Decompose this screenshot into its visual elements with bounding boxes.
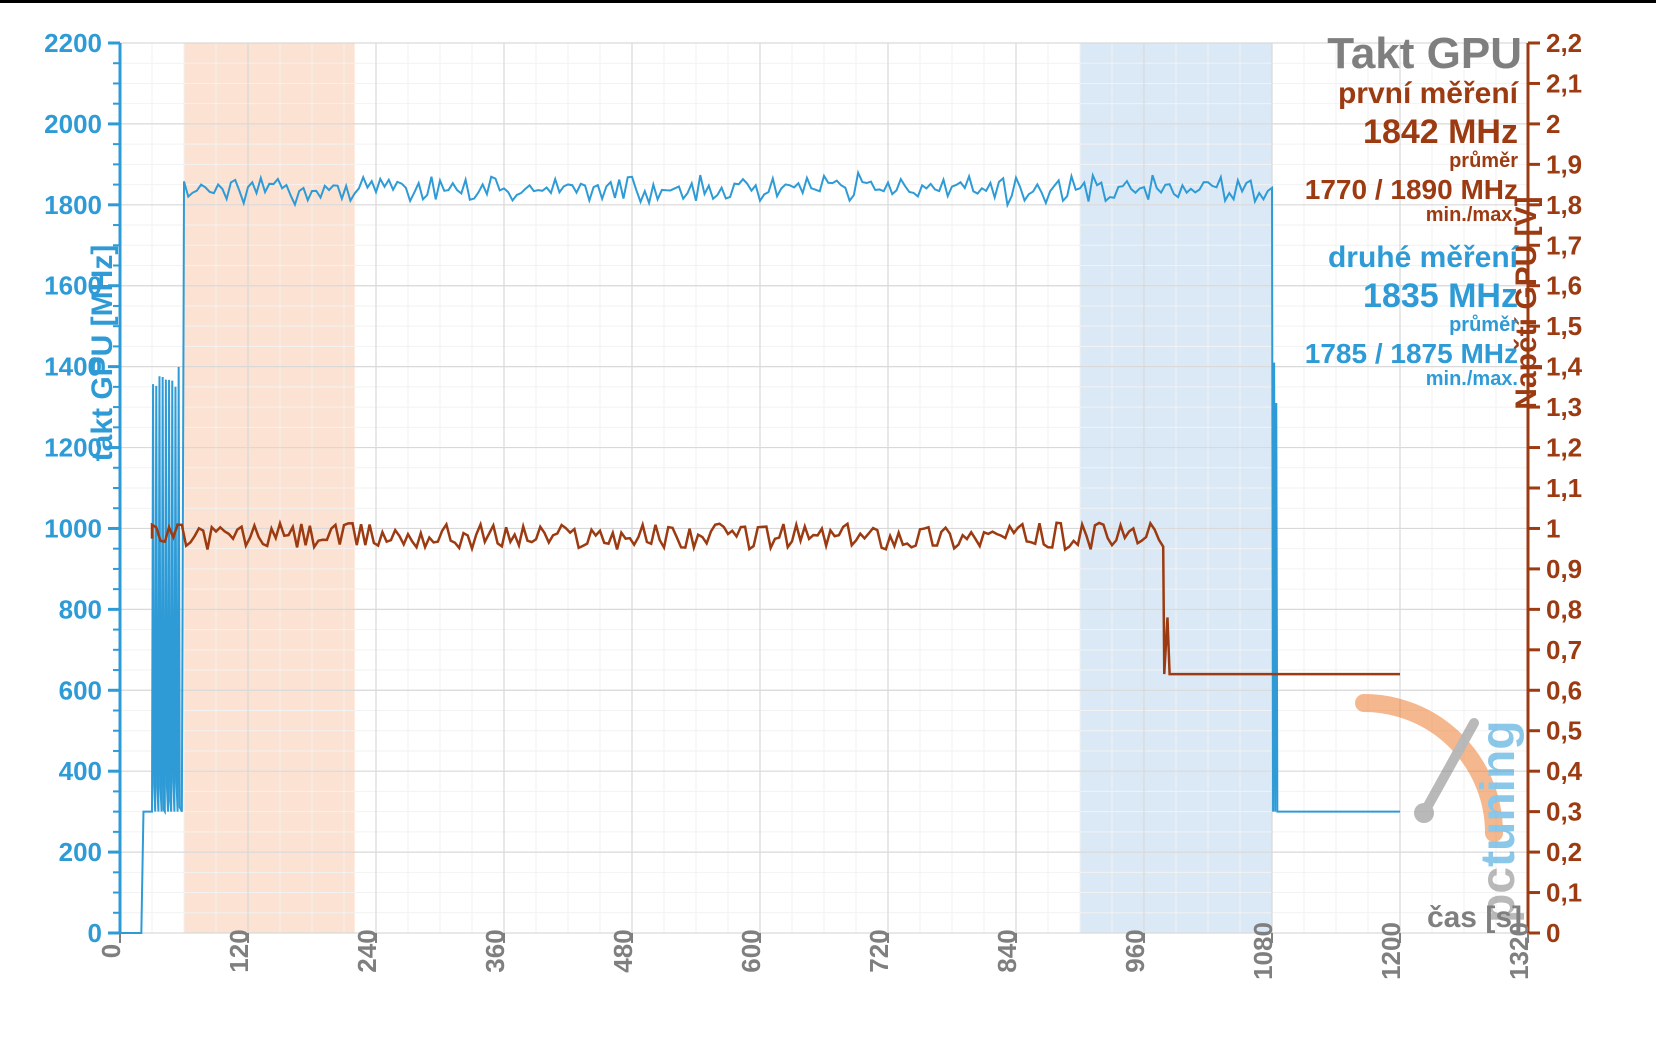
y-left-tick-label: 400 — [59, 756, 102, 786]
x-tick-label: 120 — [224, 929, 254, 972]
y-right-tick-label: 1,5 — [1546, 311, 1582, 341]
legend-second-minmax: 1785 / 1875 MHz — [1305, 338, 1518, 369]
x-tick-label: 480 — [608, 929, 638, 972]
y-right-tick-label: 0,4 — [1546, 756, 1583, 786]
y-right-tick-label: 0 — [1546, 918, 1560, 948]
y-right-tick-label: 1,9 — [1546, 149, 1582, 179]
legend-second-avg: 1835 MHz — [1363, 277, 1518, 315]
legend-second-avg-sub: průměr — [1449, 314, 1518, 336]
y-right-tick-label: 2,1 — [1546, 68, 1582, 98]
x-tick-label: 960 — [1120, 929, 1150, 972]
y-left-tick-label: 0 — [88, 918, 102, 948]
y-left-tick-label: 2000 — [44, 109, 102, 139]
x-tick-label: 0 — [96, 944, 126, 958]
y-left-tick-label: 600 — [59, 675, 102, 705]
gpu-clock-chart: pctuning02004006008001000120014001600180… — [0, 0, 1656, 1047]
y-right-tick-label: 1,6 — [1546, 271, 1582, 301]
y-right-tick-label: 0,7 — [1546, 635, 1582, 665]
y-left-tick-label: 200 — [59, 837, 102, 867]
legend-first-avg-sub: průměr — [1449, 150, 1518, 172]
y-right-tick-label: 1,4 — [1546, 352, 1583, 382]
y-left-tick-label: 1800 — [44, 190, 102, 220]
legend-second-title: druhé měření — [1328, 241, 1520, 274]
y-right-tick-label: 1,1 — [1546, 473, 1582, 503]
x-tick-label: 840 — [992, 929, 1022, 972]
y-left-tick-label: 2200 — [44, 28, 102, 58]
y-right-tick-label: 2 — [1546, 109, 1560, 139]
x-tick-label: 600 — [736, 929, 766, 972]
y-right-tick-label: 0,6 — [1546, 675, 1582, 705]
x-axis-title: čas [s] — [1427, 901, 1522, 934]
y-right-tick-label: 0,3 — [1546, 797, 1582, 827]
y-right-tick-label: 0,9 — [1546, 554, 1582, 584]
x-tick-label: 240 — [352, 929, 382, 972]
x-tick-label: 720 — [864, 929, 894, 972]
legend-second-minmax-sub: min./max. — [1426, 368, 1518, 390]
x-tick-label: 360 — [480, 929, 510, 972]
watermark-pctuning: pctuning — [1364, 703, 1525, 923]
y-right-tick-label: 0,5 — [1546, 716, 1582, 746]
y-left-axis-title: takt GPU [MHz] — [86, 245, 119, 462]
y-right-tick-label: 0,2 — [1546, 837, 1582, 867]
chart-title: Takt GPU — [1327, 29, 1522, 78]
y-right-tick-label: 1,2 — [1546, 433, 1582, 463]
legend-first-minmax-sub: min./max. — [1426, 204, 1518, 226]
chart-svg: pctuning02004006008001000120014001600180… — [0, 3, 1656, 1047]
y-right-tick-label: 0,1 — [1546, 878, 1582, 908]
y-right-tick-label: 1,8 — [1546, 190, 1582, 220]
y-left-tick-label: 800 — [59, 594, 102, 624]
x-tick-label: 1080 — [1248, 922, 1278, 980]
y-left-tick-label: 1000 — [44, 513, 102, 543]
watermark-text: pctuning — [1472, 720, 1525, 923]
legend-first-avg: 1842 MHz — [1363, 113, 1518, 151]
legend-first-title: první měření — [1338, 77, 1520, 110]
y-right-tick-label: 2,2 — [1546, 28, 1582, 58]
y-right-tick-label: 1 — [1546, 513, 1560, 543]
y-right-tick-label: 1,7 — [1546, 230, 1582, 260]
x-tick-label: 1200 — [1376, 922, 1406, 980]
y-right-tick-label: 0,8 — [1546, 594, 1582, 624]
y-right-tick-label: 1,3 — [1546, 392, 1582, 422]
legend-first-minmax: 1770 / 1890 MHz — [1305, 174, 1518, 205]
